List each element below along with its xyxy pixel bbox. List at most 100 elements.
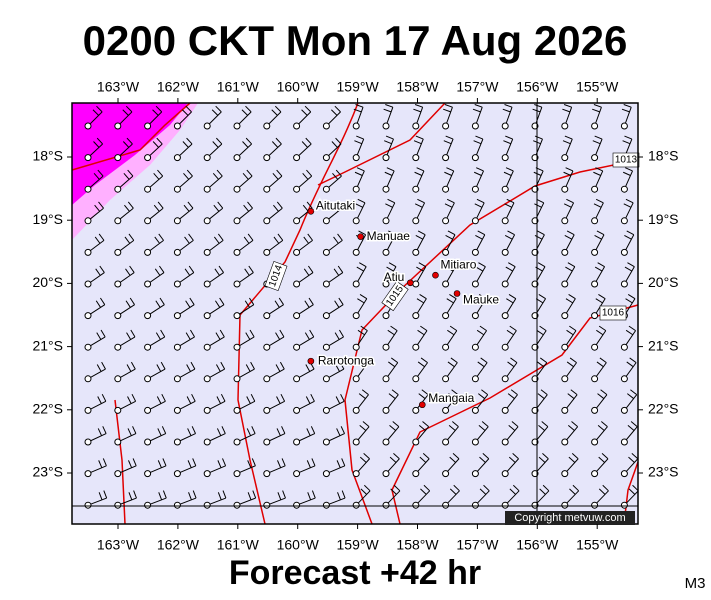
barb-station [412, 248, 420, 256]
barb-flag [276, 201, 283, 209]
barb-flag [103, 490, 108, 499]
barb-flag [187, 428, 192, 436]
barb-station [620, 217, 628, 225]
lat-label: 20°S [648, 274, 679, 290]
barb-flag [566, 329, 574, 336]
barb-flag [216, 137, 223, 145]
barb-flag [126, 332, 132, 340]
wind-barb [620, 453, 639, 478]
barb-flag [631, 453, 639, 460]
lat-label: 21°S [32, 337, 63, 353]
wind-barb [173, 426, 196, 446]
barb-station [501, 470, 509, 478]
wind-barb [84, 233, 105, 256]
wind-barb [84, 393, 107, 414]
wind-barb [322, 393, 345, 414]
barb-station [173, 438, 181, 446]
barb-station [382, 122, 390, 130]
wind-barb [263, 137, 282, 162]
barb-station [263, 470, 271, 478]
barb-station [114, 406, 122, 414]
barb-flag [415, 135, 424, 140]
barb-flag [476, 167, 484, 172]
wind-barb [173, 329, 195, 351]
barb-flag [101, 361, 106, 370]
barb-flag [331, 141, 338, 148]
barb-flag [276, 169, 283, 177]
barb-flag [241, 109, 248, 116]
barb-flag [387, 329, 395, 336]
barb-flag [512, 484, 520, 492]
wind-barb [173, 233, 194, 256]
barb-flag [446, 298, 454, 304]
wind-barb [293, 426, 316, 446]
barb-flag [304, 332, 310, 340]
barb-flag [512, 453, 519, 460]
wind-barb [620, 484, 639, 509]
barb-station [501, 343, 509, 351]
barb-station [203, 122, 211, 130]
barb-flag [305, 396, 311, 404]
barb-flag [482, 453, 490, 460]
barb-station [412, 312, 420, 320]
barb-station [442, 248, 450, 256]
barb-station [322, 312, 330, 320]
barb-flag [449, 293, 457, 300]
wind-barb [144, 426, 167, 446]
barb-flag [359, 456, 367, 463]
barb-station [412, 501, 420, 509]
barb-station [501, 154, 509, 162]
barb-flag [162, 458, 167, 466]
wind-barb [591, 453, 609, 478]
barb-station [561, 217, 569, 225]
barb-flag [532, 108, 541, 113]
wind-barb [561, 453, 579, 478]
wind-barb [263, 393, 286, 414]
wind-barb [471, 421, 489, 446]
barb-station [293, 154, 301, 162]
barb-station [84, 280, 92, 288]
barb-flag [217, 492, 222, 501]
barb-flag [418, 424, 426, 431]
barb-flag [125, 105, 133, 113]
barb-flag [392, 421, 400, 428]
barb-flag [276, 428, 281, 436]
barb-flag [536, 329, 544, 336]
barb-flag [568, 293, 576, 300]
barb-station [293, 375, 301, 383]
barb-station [173, 185, 181, 193]
barb-flag [97, 169, 104, 177]
barb-flag [304, 300, 310, 308]
barb-flag [130, 329, 136, 338]
lon-label: 155°W [576, 79, 619, 95]
barb-flag [444, 171, 452, 176]
barb-flag [188, 265, 195, 273]
barb-station [382, 312, 390, 320]
barb-station [114, 343, 122, 351]
barb-flag [213, 204, 220, 212]
barb-flag [302, 204, 309, 212]
wind-barb [84, 105, 103, 130]
wind-barb [114, 297, 135, 320]
barb-flag [506, 198, 515, 204]
wind-barb [203, 490, 227, 509]
barb-flag [96, 332, 102, 340]
barb-flag [156, 396, 162, 404]
wind-barb [233, 458, 256, 478]
barb-station [442, 154, 450, 162]
wind-barb [263, 297, 284, 320]
barb-station [293, 248, 301, 256]
barb-flag [353, 108, 362, 113]
wind-barb [144, 137, 163, 162]
barb-flag [247, 201, 253, 209]
barb-flag [306, 428, 311, 436]
barb-flag [564, 135, 573, 140]
barb-flag [363, 484, 371, 492]
barb-flag [508, 262, 516, 268]
wind-barb [412, 293, 427, 320]
wind-barb [114, 361, 136, 383]
barb-flag [187, 201, 194, 209]
wind-barb [591, 198, 604, 225]
barb-flag [95, 300, 101, 308]
